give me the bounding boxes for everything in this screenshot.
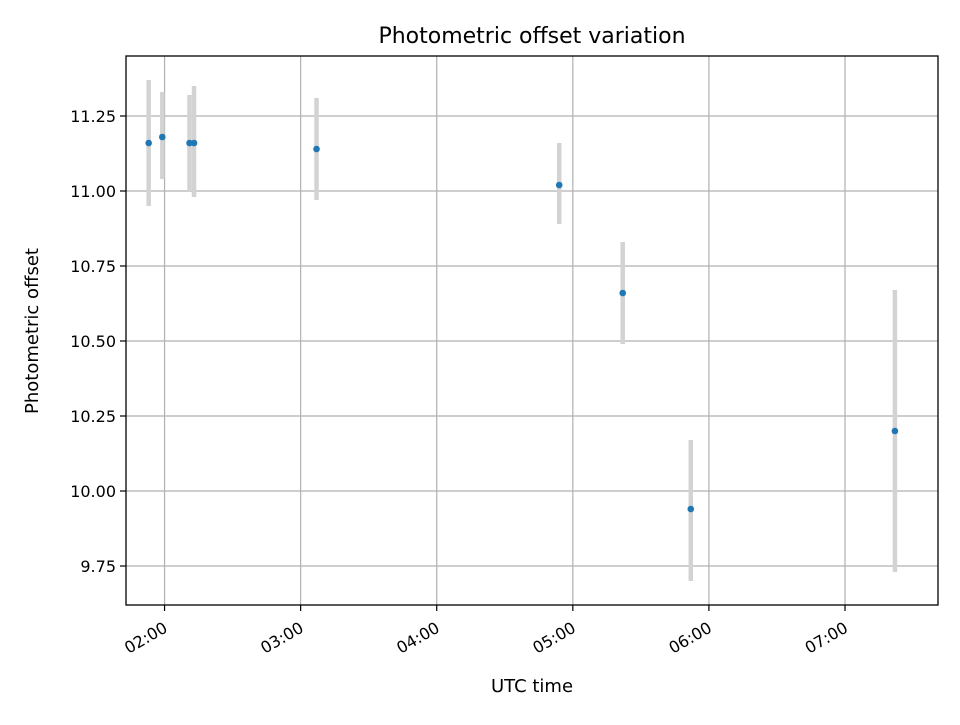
x-tick-label: 03:00 (257, 618, 306, 658)
data-point (555, 181, 563, 189)
x-tick-label: 07:00 (802, 618, 851, 658)
y-tick-label: 10.75 (70, 257, 116, 276)
y-tick-label: 9.75 (80, 557, 116, 576)
y-axis-ticks: 9.75 10.00 10.25 10.50 10.75 11.00 11.25 (70, 107, 126, 576)
data-point (891, 427, 899, 435)
x-tick-label: 02:00 (121, 618, 170, 658)
data-point (313, 145, 320, 153)
plot-frame (125, 55, 939, 606)
grid-lines (126, 56, 938, 605)
data-points (145, 133, 899, 513)
x-axis-label: UTC time (491, 676, 573, 697)
y-tick-label: 10.25 (70, 407, 116, 426)
data-point (186, 139, 193, 147)
y-tick-label: 11.00 (70, 182, 116, 201)
data-point (190, 139, 198, 147)
data-point (687, 505, 695, 513)
y-tick-label: 10.50 (70, 332, 116, 351)
data-point (158, 133, 166, 141)
x-tick-label: 04:00 (393, 618, 442, 658)
data-point (145, 139, 152, 147)
y-tick-label: 10.00 (70, 482, 116, 501)
x-tick-label: 05:00 (529, 618, 578, 658)
x-axis-ticks: 02:00 03:00 04:00 05:00 06:00 07:00 (121, 605, 851, 658)
error-bars (146, 80, 898, 581)
data-point (619, 289, 627, 297)
chart-title: Photometric offset variation (378, 24, 685, 49)
y-tick-label: 11.25 (70, 107, 116, 126)
x-tick-label: 06:00 (665, 618, 714, 658)
y-axis-label: Photometric offset (22, 248, 43, 414)
